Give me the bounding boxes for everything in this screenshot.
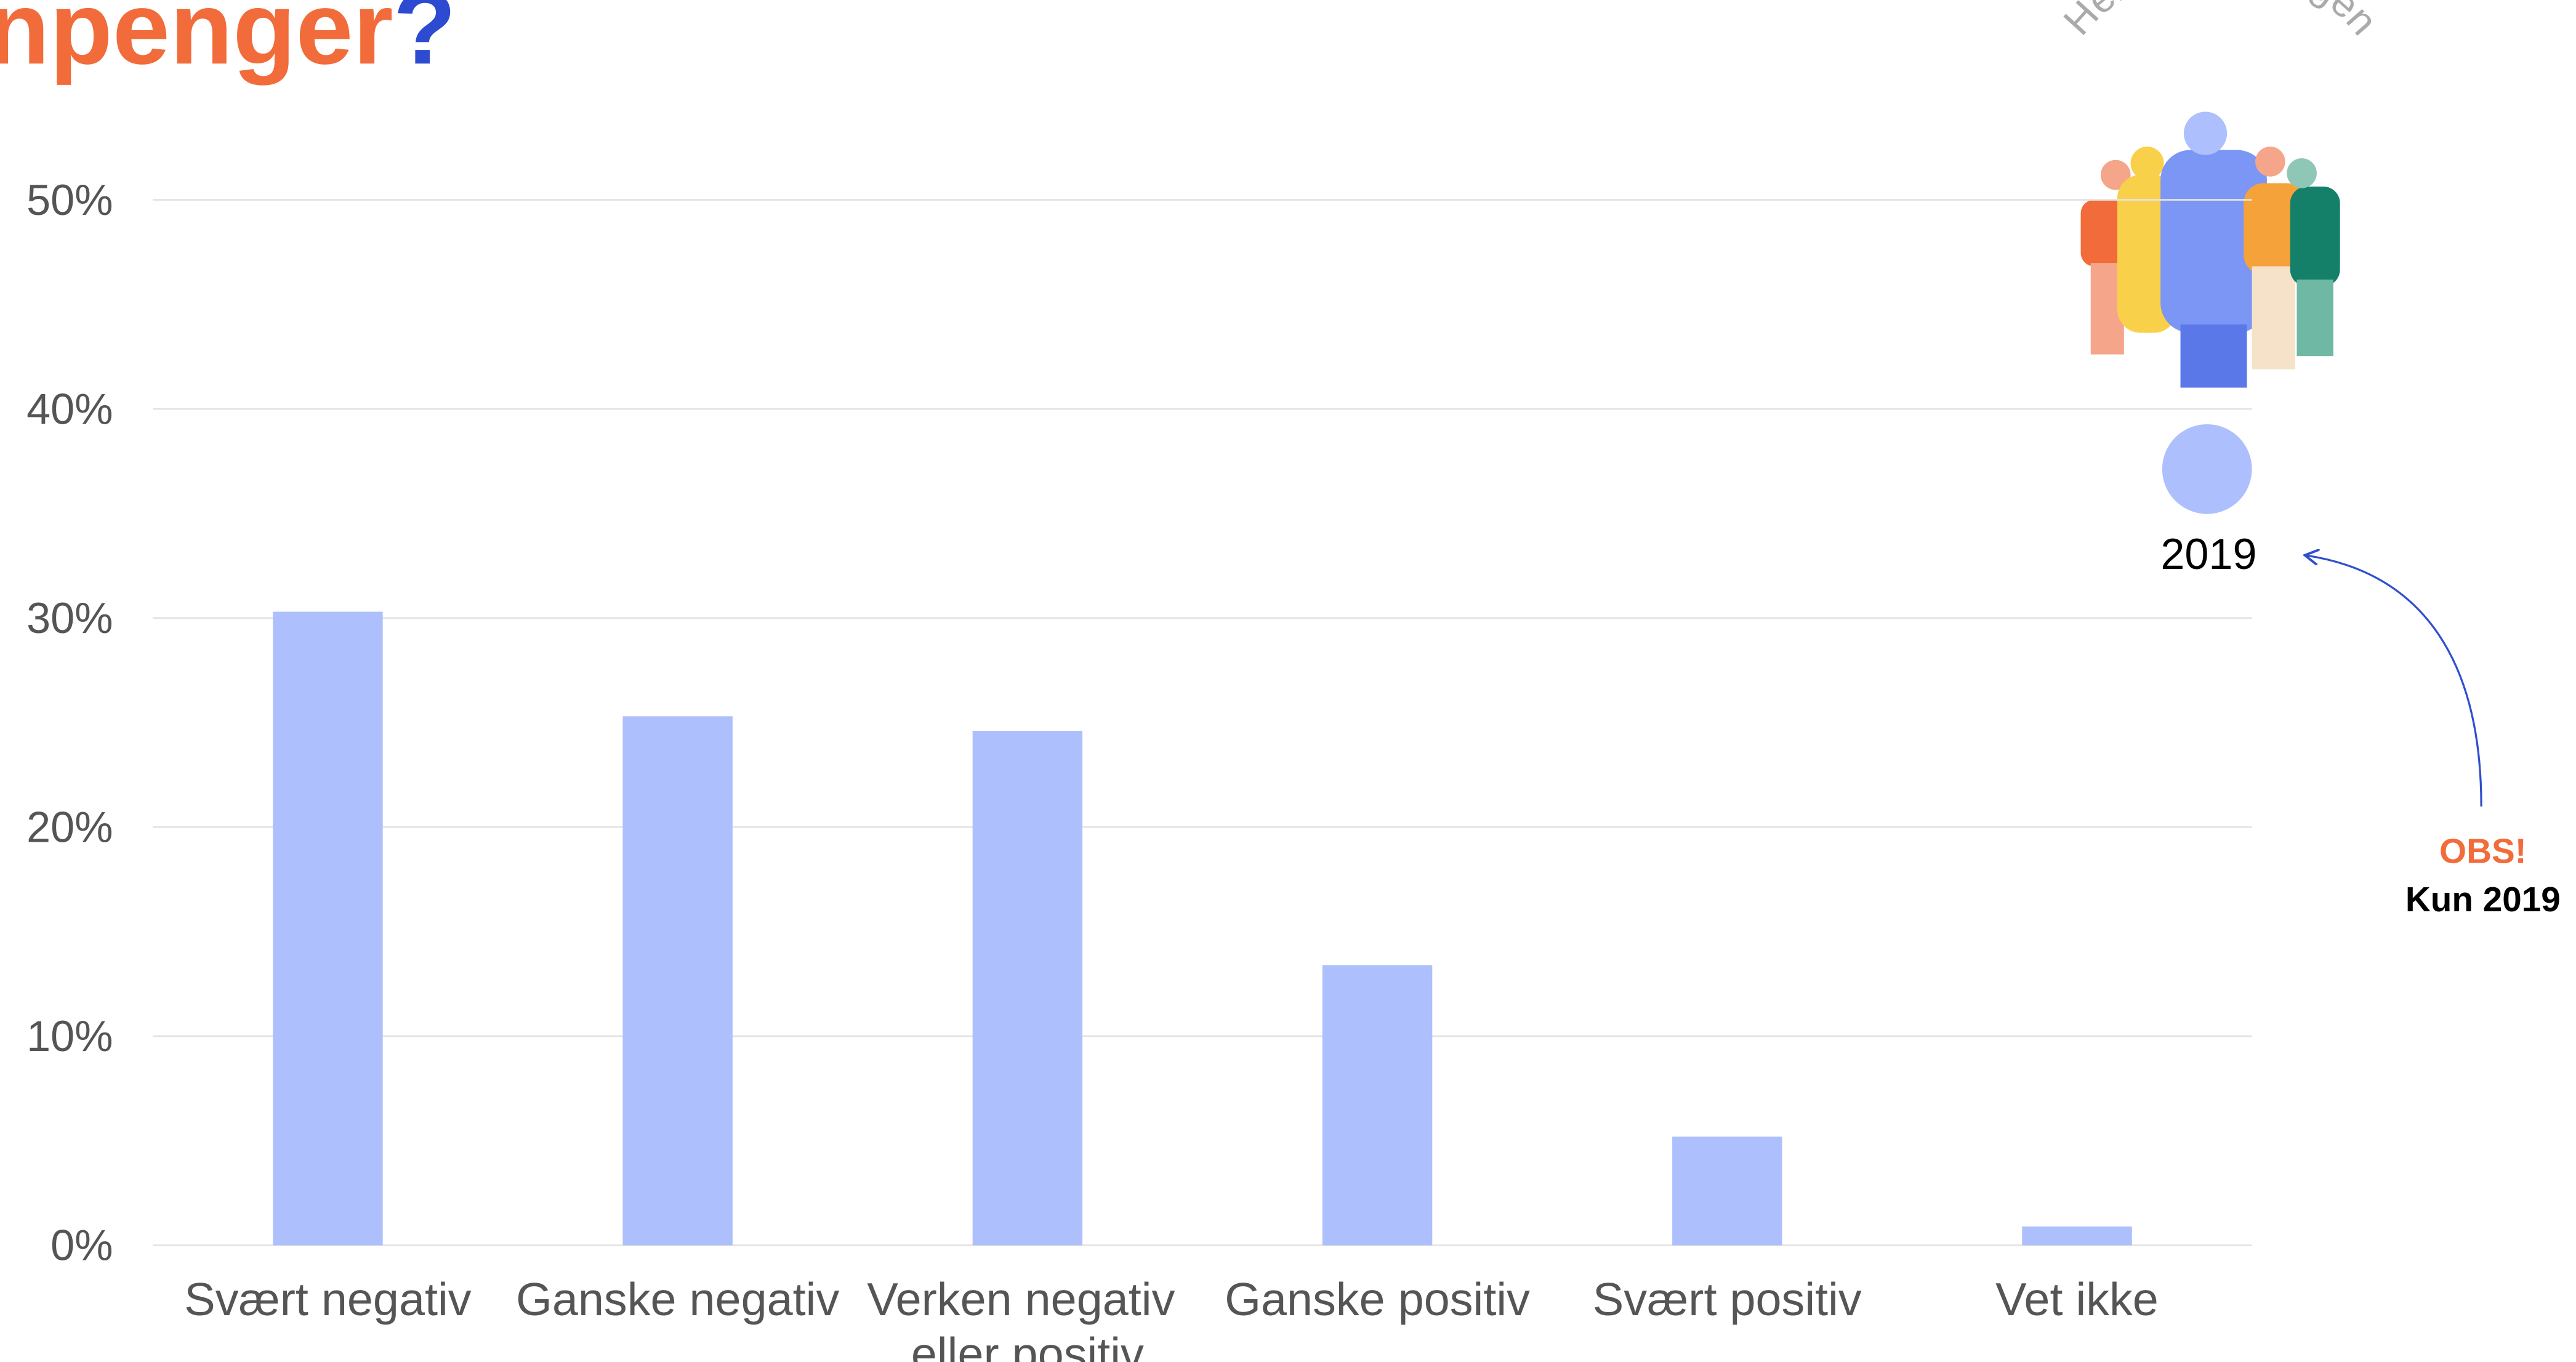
- y-tick-label: 30%: [26, 594, 113, 642]
- y-tick-label: 0%: [50, 1221, 113, 1270]
- annotation-arrow: [2307, 555, 2482, 807]
- x-tick-label: Ganske positiv: [1225, 1274, 1530, 1326]
- x-tick-label-line: eller positiv: [911, 1329, 1144, 1362]
- y-tick-label: 20%: [26, 803, 113, 852]
- y-tick-label: 40%: [26, 384, 113, 433]
- x-tick-label: Vet ikke: [1995, 1274, 2159, 1326]
- legend-title: Hele befolkningen: [2055, 0, 2386, 43]
- legend-swatch: [2162, 424, 2252, 514]
- y-tick-label: 10%: [26, 1012, 113, 1060]
- y-tick-label: 50%: [26, 175, 113, 224]
- title-text: npenger: [0, 0, 393, 86]
- x-tick-label: Ganske negativ: [516, 1274, 839, 1326]
- chart-title: npenger?: [0, 0, 456, 86]
- title-mark: ?: [393, 0, 456, 86]
- bar: [273, 611, 383, 1246]
- x-tick-label: Verken negativ eller positiv: [867, 1274, 1188, 1362]
- bar: [1322, 965, 1433, 1246]
- annotation-title: OBS!: [2439, 832, 2527, 871]
- bar: [972, 731, 1083, 1246]
- legend-title-path: Hele befolkningen: [2055, 0, 2386, 43]
- x-tick-label-line: Verken negativ: [867, 1274, 1188, 1326]
- x-tick-label: Svært negativ: [184, 1274, 471, 1326]
- bar: [1672, 1136, 1782, 1246]
- people-illustration: Hele befolkningen: [2055, 0, 2386, 388]
- annotation-text: Kun 2019: [2405, 880, 2561, 919]
- bar: [2022, 1226, 2132, 1246]
- bar: [622, 716, 733, 1246]
- x-tick-label: Svært positiv: [1593, 1274, 1862, 1326]
- legend-label: 2019: [2160, 530, 2256, 578]
